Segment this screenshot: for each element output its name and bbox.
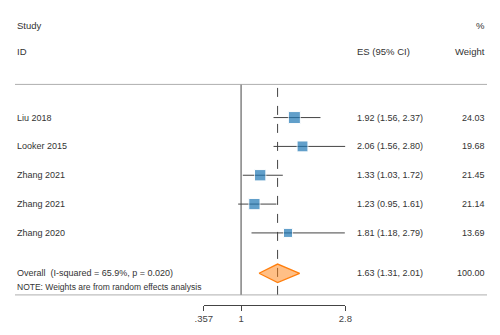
- svg-text:ID: ID: [17, 46, 27, 57]
- svg-text:13.69: 13.69: [462, 228, 485, 238]
- svg-text:1.81 (1.18, 2.79): 1.81 (1.18, 2.79): [357, 228, 423, 238]
- svg-text:.357: .357: [195, 313, 214, 324]
- svg-text:%: %: [476, 20, 485, 31]
- svg-text:Weight: Weight: [455, 46, 485, 57]
- svg-text:21.14: 21.14: [462, 199, 485, 209]
- svg-text:2.8: 2.8: [339, 313, 352, 324]
- svg-text:NOTE: Weights are from random: NOTE: Weights are from random effects an…: [17, 282, 201, 292]
- svg-text:21.45: 21.45: [462, 170, 485, 180]
- svg-text:1.33 (1.03, 1.72): 1.33 (1.03, 1.72): [357, 170, 423, 180]
- svg-text:100.00: 100.00: [457, 268, 485, 278]
- svg-text:Zhang 2020: Zhang 2020: [17, 228, 65, 238]
- svg-text:Zhang 2021: Zhang 2021: [17, 170, 65, 180]
- svg-text:1: 1: [238, 313, 243, 324]
- svg-text:Zhang 2021: Zhang 2021: [17, 199, 65, 209]
- svg-text:19.68: 19.68: [462, 141, 485, 151]
- svg-text:ES (95% CI): ES (95% CI): [357, 46, 410, 57]
- svg-text:1.92 (1.56, 2.37): 1.92 (1.56, 2.37): [357, 113, 423, 123]
- svg-text:Looker 2015: Looker 2015: [17, 141, 67, 151]
- svg-text:1.23 (0.95, 1.61): 1.23 (0.95, 1.61): [357, 199, 423, 209]
- svg-text:1.63 (1.31, 2.01): 1.63 (1.31, 2.01): [357, 268, 423, 278]
- svg-text:Overall (I-squared = 65.9%, p: Overall (I-squared = 65.9%, p = 0.020): [17, 268, 173, 278]
- svg-text:Study: Study: [17, 20, 42, 31]
- svg-text:24.03: 24.03: [462, 113, 485, 123]
- svg-text:Liu 2018: Liu 2018: [17, 113, 52, 123]
- svg-text:2.06 (1.56, 2.80): 2.06 (1.56, 2.80): [357, 141, 423, 151]
